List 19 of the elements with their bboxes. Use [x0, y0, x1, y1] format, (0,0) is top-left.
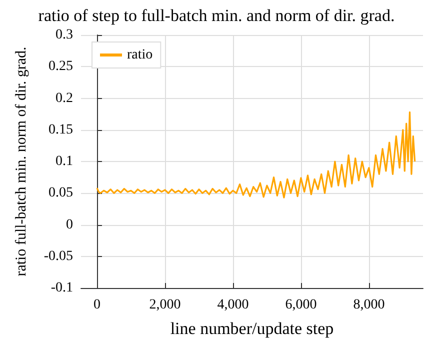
y-tick-label: 0	[66, 217, 73, 232]
x-tick-label: 6,000	[285, 298, 317, 312]
y-tick-label: 0.3	[56, 28, 73, 42]
legend-label: ratio	[127, 48, 153, 62]
chart-title: ratio of step to full-batch min. and norm of dir. grad.	[38, 6, 395, 25]
y-tick-label: 0.2	[56, 90, 73, 106]
y-tick-label: 0.25	[48, 59, 73, 74]
y-tick-label: -0.1	[50, 280, 73, 296]
y-tick-label: 0.15	[48, 122, 73, 138]
x-tick-label: 2,000	[149, 298, 181, 312]
y-axis-title: ratio full-batch min. norm of dir. grad.	[14, 46, 30, 276]
x-tick-label: 8,000	[353, 298, 385, 312]
line-series	[96, 111, 416, 198]
y-tick-label: 0.05	[48, 186, 73, 201]
x-tick-label: 0	[93, 298, 100, 312]
y-tick-label: -0.05	[44, 248, 73, 264]
x-axis-title: line number/update step	[170, 319, 334, 338]
y-tick-label: 0.1	[56, 154, 73, 169]
x-tick-label: 4,000	[217, 298, 249, 312]
